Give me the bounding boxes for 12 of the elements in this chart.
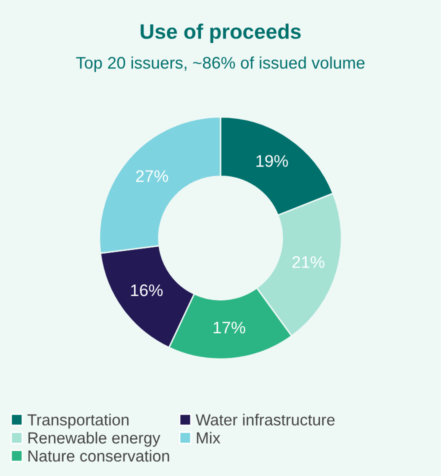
chart-subtitle: Top 20 issuers, ~86% of issued volume bbox=[76, 56, 365, 72]
data-label: 16% bbox=[131, 284, 163, 296]
data-label: 17% bbox=[214, 322, 246, 334]
data-label: 21% bbox=[292, 256, 324, 268]
legend-label: Renewable energy bbox=[28, 432, 160, 447]
legend-label: Mix bbox=[196, 432, 220, 444]
legend-label: Nature conservation bbox=[28, 450, 170, 462]
data-label: 19% bbox=[256, 155, 288, 167]
chart-title: Use of proceeds bbox=[140, 24, 301, 44]
legend-label: Water infrastructure bbox=[196, 414, 335, 426]
data-label: 27% bbox=[136, 170, 168, 182]
legend-label: Transportation bbox=[28, 414, 128, 429]
